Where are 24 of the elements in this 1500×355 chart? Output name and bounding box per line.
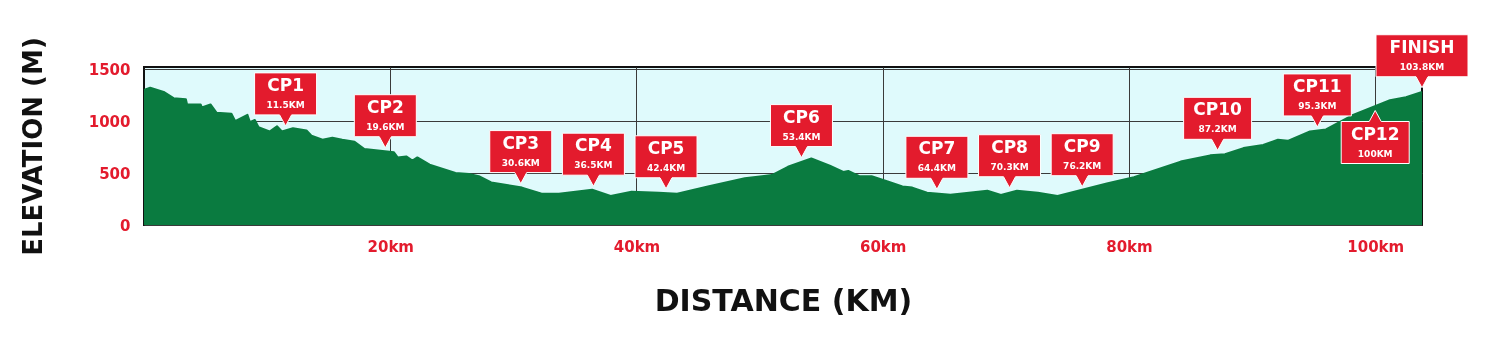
annotation: CP5 42.4KM — [646, 137, 686, 173]
x-tick-label: 40km — [613, 237, 661, 256]
y-tick-label: 1000 — [88, 112, 131, 131]
x-tick-label: 60km — [859, 237, 907, 256]
annotation: CP12 100KM — [1350, 123, 1400, 159]
y-tick-label: 500 — [99, 164, 131, 183]
annotation: CP7 64.4KM — [917, 138, 957, 174]
y-tick-label: 1500 — [88, 60, 131, 79]
annotation: FINISH 103.8KM — [1389, 36, 1455, 72]
annotation: CP8 70.3KM — [990, 136, 1029, 172]
annotation: CP6 53.4KM — [782, 106, 821, 142]
y-axis-title: ELEVATION (M) — [17, 37, 48, 256]
annotation: CP3 30.6KM — [501, 132, 540, 168]
annotation: CP2 19.6KM — [366, 96, 405, 132]
y-tick-label: 0 — [120, 216, 131, 235]
annotation: CP11 95.3KM — [1293, 75, 1342, 111]
annotation: CP4 36.5KM — [574, 135, 613, 171]
annotation: CP10 87.2KM — [1193, 99, 1243, 135]
x-axis-title: DISTANCE (KM) — [654, 282, 913, 318]
annotation: CP1 11.5KM — [266, 74, 305, 110]
x-tick-label: 100km — [1347, 237, 1405, 256]
x-tick-label: 80km — [1106, 237, 1153, 256]
x-tick-label: 20km — [367, 237, 414, 256]
annotation: CP9 76.2KM — [1063, 135, 1102, 171]
